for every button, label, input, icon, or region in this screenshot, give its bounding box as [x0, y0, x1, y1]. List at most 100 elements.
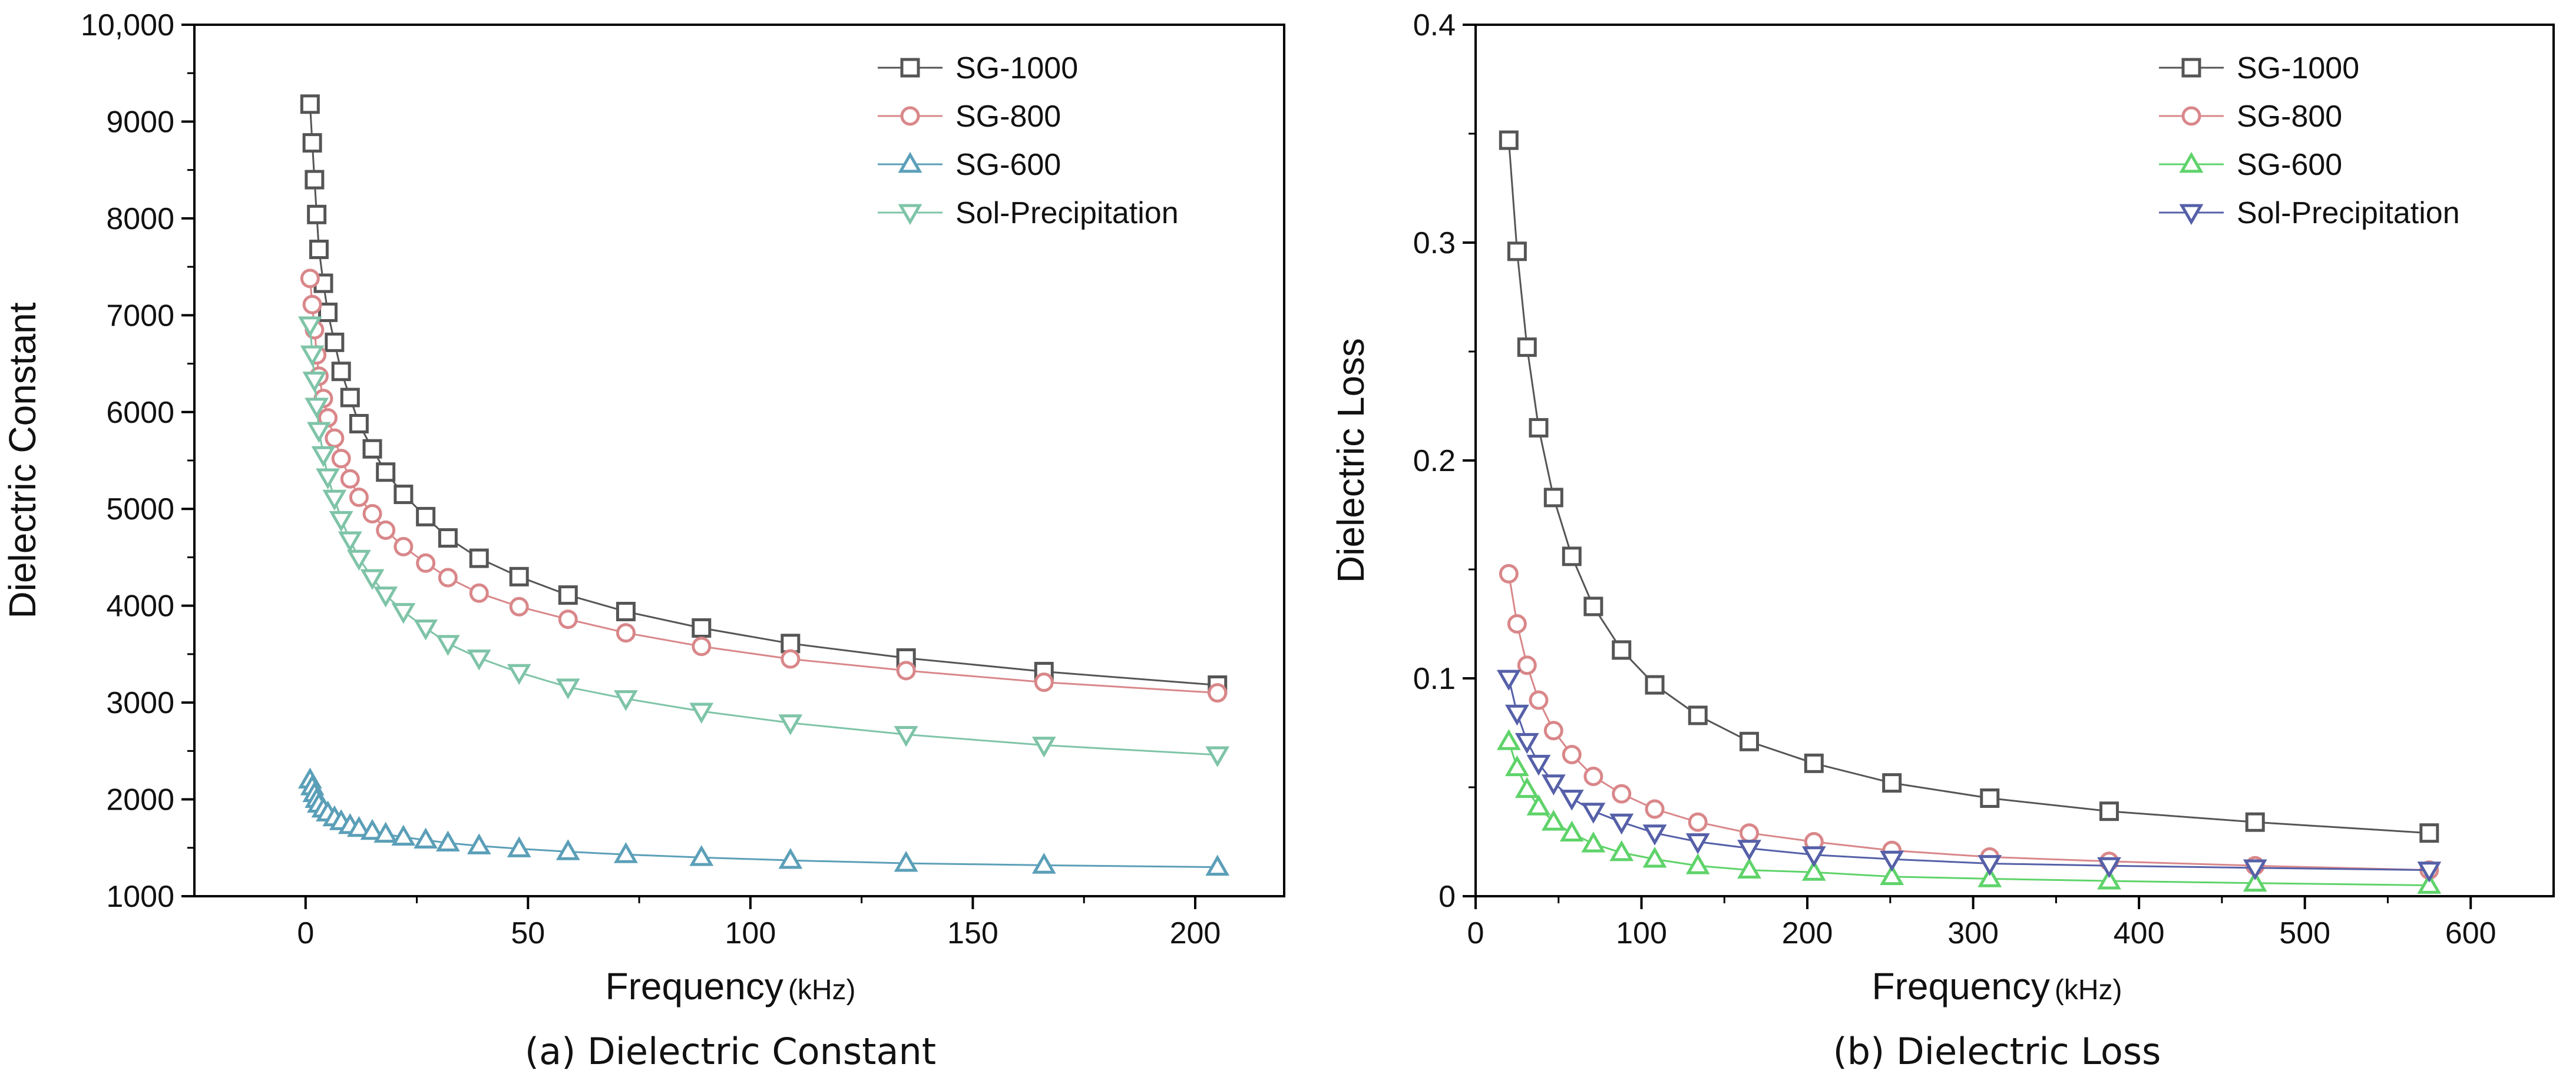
data-point	[1645, 799, 1665, 819]
legend-marker	[898, 204, 922, 226]
data-point	[469, 548, 489, 568]
data-point	[1740, 731, 1760, 751]
data-point	[349, 487, 369, 507]
data-point	[1609, 813, 1634, 835]
legend-entry: Sol-Precipitation	[2159, 196, 2460, 230]
x-tick-label: 0	[1467, 916, 1484, 950]
data-point	[1504, 755, 1529, 777]
series-sg-1000	[1499, 130, 2439, 843]
legend-marker	[898, 151, 922, 173]
series-sg-600	[1496, 729, 2442, 894]
legend-entry: SG-1000	[878, 51, 1078, 85]
data-point	[614, 690, 638, 711]
data-point	[509, 566, 529, 586]
data-point	[894, 850, 918, 872]
data-point	[1514, 777, 1539, 798]
data-point	[1978, 866, 2002, 887]
data-point	[555, 678, 580, 700]
data-point	[1205, 854, 1230, 876]
data-point	[1559, 820, 1584, 842]
data-point	[1517, 655, 1537, 675]
data-point	[435, 830, 460, 851]
data-point	[311, 446, 336, 468]
series-line	[309, 780, 1218, 869]
plot-frame	[193, 24, 1285, 897]
data-point	[331, 362, 351, 382]
data-point	[300, 94, 320, 114]
x-axis-label-text: Frequency	[1871, 965, 2049, 1008]
data-point	[393, 536, 414, 556]
data-point	[1609, 840, 1634, 861]
data-point	[307, 204, 327, 224]
chart-panel-b: 0 100 200 300 400 500 600 0 0.1 0.2 0.3 0.4 Dielectr…	[1330, 8, 2555, 1073]
data-point	[1529, 418, 1549, 438]
legend-label: SG-800	[955, 100, 1061, 134]
y-tick-label: 5000	[106, 492, 174, 526]
legend-entry: SG-800	[2159, 100, 2342, 134]
y-tick-label: 0.4	[1413, 8, 1456, 42]
data-point	[346, 816, 371, 837]
y-tick-label: 1000	[106, 880, 174, 914]
data-point	[316, 468, 340, 490]
data-point	[297, 316, 322, 337]
legend-entry: Sol-Precipitation	[878, 196, 1179, 230]
data-point	[360, 818, 385, 840]
data-point	[1612, 784, 1632, 804]
data-point	[1504, 704, 1529, 726]
x-tick-label: 0	[297, 916, 314, 950]
data-point	[616, 602, 636, 622]
chart-caption: (b) Dielectric Loss	[1833, 1030, 2161, 1073]
data-point	[300, 345, 325, 367]
y-tick-label: 0.3	[1413, 226, 1456, 260]
y-tick-label: 0.1	[1413, 662, 1456, 696]
data-point	[416, 553, 436, 573]
y-tick-label: 3000	[106, 686, 174, 720]
x-tick-label: 500	[2279, 916, 2330, 950]
x-tick-label: 100	[725, 916, 776, 950]
data-point	[689, 702, 714, 724]
legend-marker	[2181, 106, 2201, 126]
plot-frame	[1474, 24, 2555, 897]
x-tick-label: 50	[511, 916, 545, 950]
data-point	[362, 439, 382, 459]
data-point	[338, 531, 362, 552]
series-sg-800	[1499, 564, 2439, 880]
data-point	[692, 637, 712, 657]
data-point	[894, 725, 918, 747]
data-point	[1880, 850, 1904, 872]
data-point	[1031, 737, 1056, 758]
data-point	[391, 603, 416, 624]
data-point	[1882, 773, 1902, 793]
data-point	[393, 485, 414, 505]
data-point	[2099, 801, 2119, 821]
data-point	[616, 623, 636, 643]
legend-entry: SG-800	[878, 100, 1061, 134]
x-axis-unit: (kHz)	[788, 975, 856, 1006]
legend-entry: SG-1000	[2159, 51, 2359, 85]
data-point	[349, 414, 369, 434]
data-point	[414, 619, 438, 641]
series-sg-1000	[300, 94, 1228, 695]
y-axis-label: Dielectric Loss	[1330, 338, 1372, 583]
data-point	[1685, 833, 1710, 854]
data-point	[467, 649, 491, 671]
data-point	[781, 649, 801, 669]
data-point	[1612, 640, 1632, 660]
legend-marker	[900, 58, 920, 78]
data-point	[1645, 675, 1665, 695]
data-point	[325, 428, 345, 448]
y-tick-label: 0	[1439, 880, 1456, 914]
data-point	[1880, 864, 1904, 886]
series-line	[309, 104, 1218, 687]
data-point	[414, 827, 438, 849]
x-tick-label: 600	[2445, 916, 2496, 950]
y-tick-label: 9000	[106, 105, 174, 139]
data-point	[778, 714, 803, 735]
series-sol-precipitation	[297, 316, 1230, 768]
data-point	[1031, 853, 1056, 874]
data-point	[558, 585, 578, 605]
data-point	[300, 269, 320, 289]
legend-label: SG-1000	[2237, 51, 2359, 85]
data-point	[2243, 870, 2267, 892]
data-point	[2243, 859, 2267, 881]
